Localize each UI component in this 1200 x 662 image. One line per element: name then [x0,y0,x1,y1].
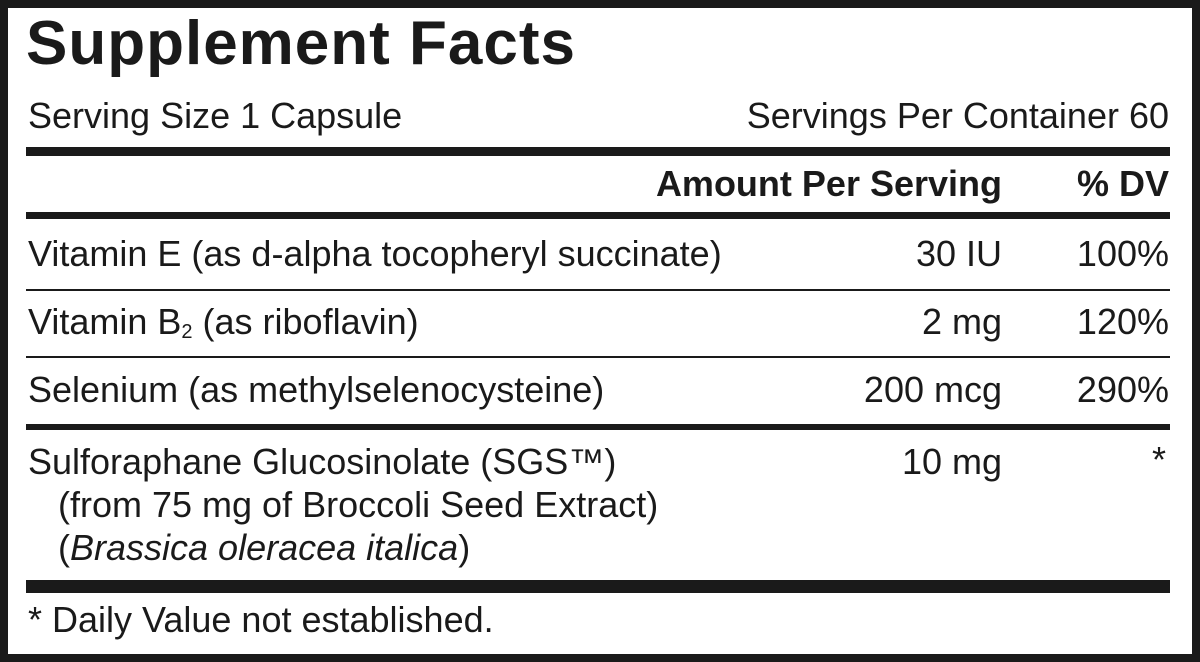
nutrient-name: Vitamin B2 (as riboflavin) [28,301,419,344]
nutrient-name: Sulforaphane Glucosinolate (SGS™) [28,441,617,482]
nutrient-botanical: (Brassica oleracea italica) [58,527,471,568]
header-dv: % DV [1076,163,1169,204]
nutrient-source: (from 75 mg of Broccoli Seed Extract) [58,484,659,525]
nutrient-amount: 10 mg [901,441,1002,482]
header-amount: Amount Per Serving [655,163,1002,204]
nutrient-dv: 100% [1076,233,1169,274]
nutrient-amount: 2 mg [921,301,1002,342]
serving-size: Serving Size 1 Capsule [28,95,403,136]
nutrient-amount: 30 IU [915,233,1002,274]
nutrient-dv: 120% [1076,301,1169,342]
nutrient-dv: 290% [1076,369,1169,410]
divider-thick [26,212,1170,219]
label-title: Supplement Facts [26,9,576,78]
divider-thick [26,580,1170,593]
divider-thin [26,356,1170,358]
nutrient-dv: * [1151,439,1166,480]
nutrient-name: Selenium (as methylselenocysteine) [28,369,605,410]
nutrient-name: Vitamin E (as d-alpha tocopheryl succina… [28,233,722,274]
footnote: * Daily Value not established. [28,599,494,640]
nutrient-amount: 200 mcg [863,369,1002,410]
divider-medium [26,424,1170,430]
divider-thin [26,289,1170,291]
servings-per-container: Servings Per Container 60 [746,95,1169,136]
divider-thick [26,147,1170,156]
